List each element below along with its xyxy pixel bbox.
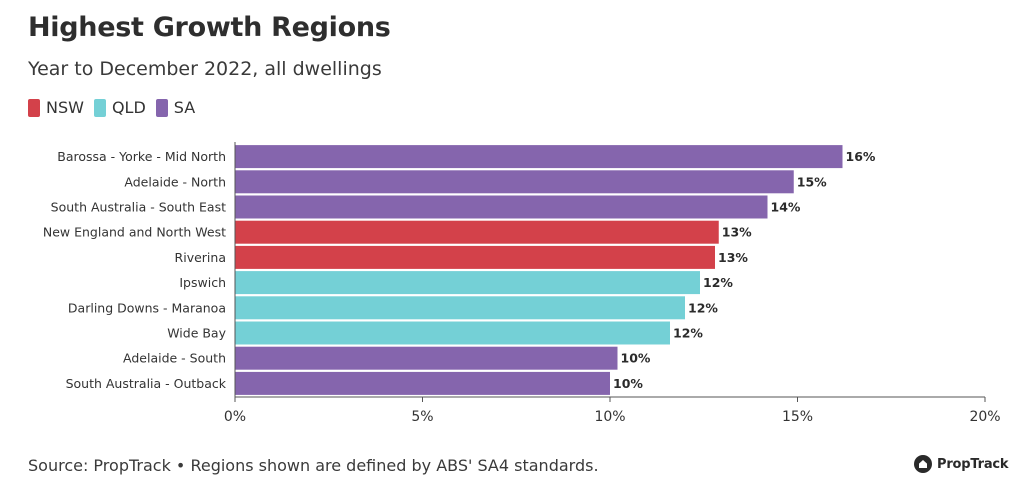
chart-title: Highest Growth Regions <box>28 12 391 43</box>
house-icon <box>914 455 932 473</box>
legend-item-qld: QLD <box>93 98 146 117</box>
x-tick-label: 0% <box>224 409 246 425</box>
value-label: 12% <box>673 326 703 341</box>
value-label: 14% <box>771 200 801 215</box>
x-tick-label: 20% <box>969 409 1000 425</box>
legend-label-sa: SA <box>173 98 196 117</box>
x-tick-label: 10% <box>594 409 625 425</box>
x-tick-label: 15% <box>782 409 813 425</box>
source-note: Source: PropTrack • Regions shown are de… <box>28 456 599 475</box>
legend-item-nsw: NSW <box>28 98 84 117</box>
logo-text: PropTrack <box>937 456 1009 472</box>
value-label: 10% <box>613 376 643 391</box>
chart-subtitle: Year to December 2022, all dwellings <box>28 58 382 80</box>
bar <box>235 371 610 395</box>
bar <box>235 220 719 244</box>
category-label: South Australia - Outback <box>66 376 227 391</box>
value-label: 13% <box>722 225 752 240</box>
bar <box>235 170 794 194</box>
legend-swatch-sa <box>155 98 168 117</box>
legend-swatch-qld <box>93 98 106 117</box>
value-label: 16% <box>846 149 876 164</box>
bar <box>235 271 700 295</box>
proptrack-logo: PropTrack <box>914 455 1009 473</box>
bar <box>235 321 670 345</box>
category-label: New England and North West <box>43 225 226 240</box>
value-label: 12% <box>703 275 733 290</box>
legend-label-nsw: NSW <box>46 98 84 117</box>
bar <box>235 245 715 269</box>
value-label: 15% <box>797 174 827 189</box>
value-label: 12% <box>688 300 718 315</box>
legend-item-sa: SA <box>155 98 196 117</box>
bar <box>235 195 768 219</box>
category-label: Adelaide - South <box>123 351 226 366</box>
legend-swatch-nsw <box>28 98 40 117</box>
legend-label-qld: QLD <box>111 98 146 117</box>
chart-legend: NSW QLD SA <box>28 98 195 117</box>
x-tick-label: 5% <box>411 409 433 425</box>
category-label: South Australia - South East <box>51 200 226 215</box>
value-label: 13% <box>718 250 748 265</box>
category-label: Wide Bay <box>167 326 226 341</box>
category-label: Adelaide - North <box>124 174 226 189</box>
category-label: Riverina <box>175 250 226 265</box>
value-label: 10% <box>621 351 651 366</box>
bar <box>235 145 843 169</box>
category-label: Darling Downs - Maranoa <box>68 300 226 315</box>
category-label: Ipswich <box>179 275 226 290</box>
category-label: Barossa - Yorke - Mid North <box>57 149 226 164</box>
bar <box>235 296 685 320</box>
bar <box>235 346 618 370</box>
